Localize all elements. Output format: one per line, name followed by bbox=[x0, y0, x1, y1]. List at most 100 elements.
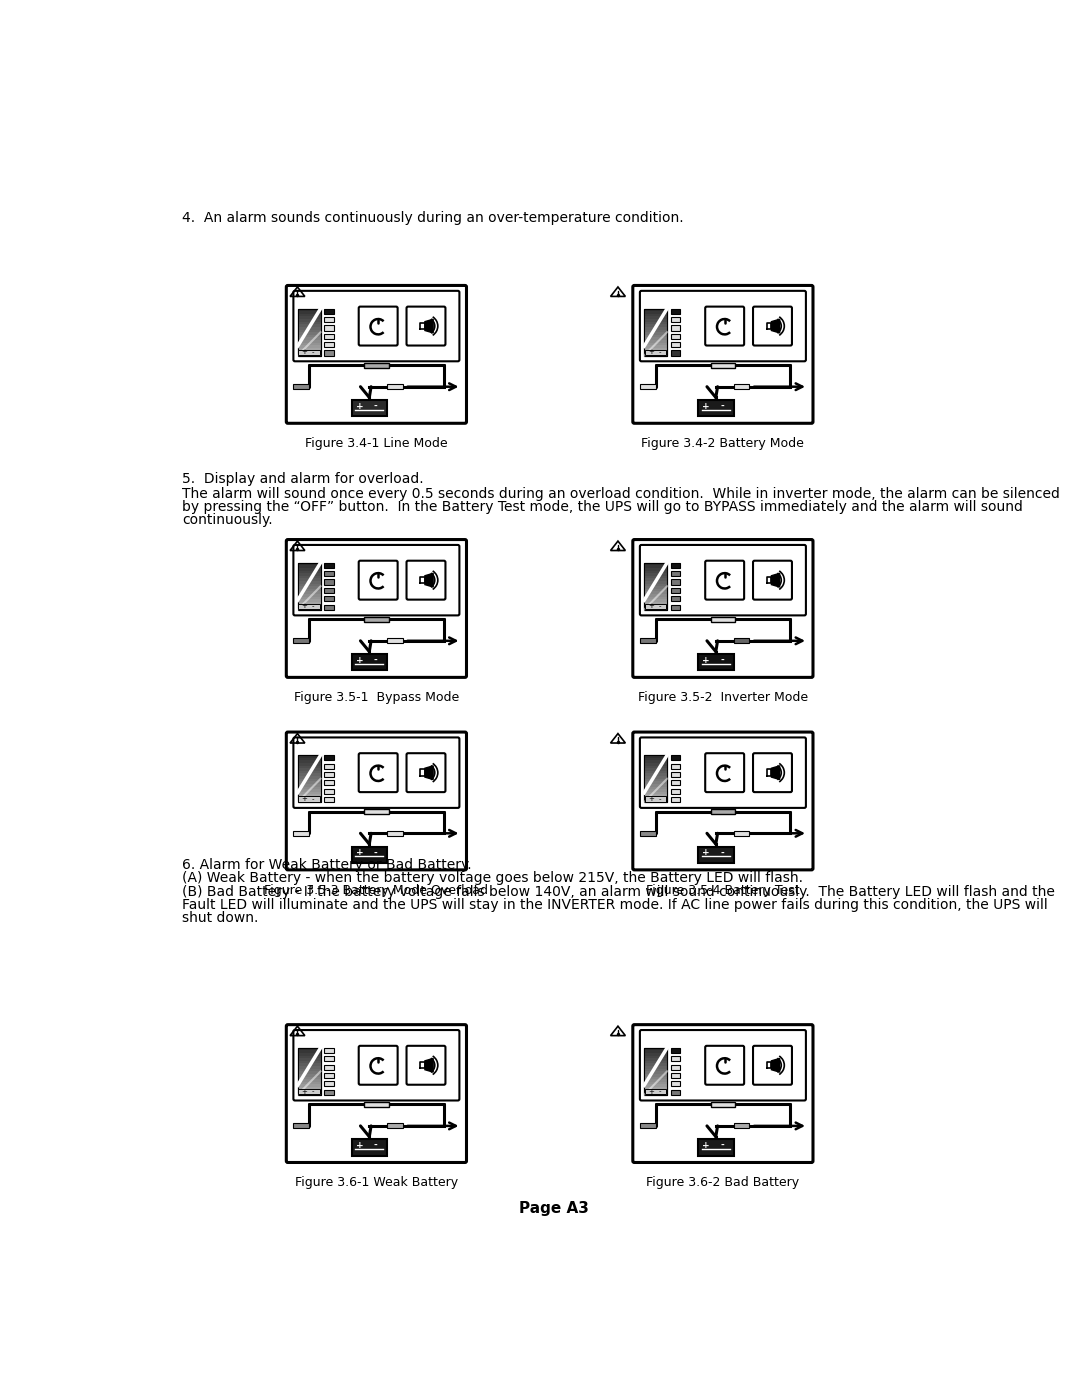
Bar bbox=[711, 617, 735, 622]
Text: Fault LED will illuminate and the UPS will stay in the INVERTER mode. If AC line: Fault LED will illuminate and the UPS wi… bbox=[183, 898, 1048, 912]
Bar bbox=[671, 1073, 680, 1078]
Bar bbox=[671, 605, 680, 609]
Text: -: - bbox=[312, 604, 314, 609]
FancyBboxPatch shape bbox=[359, 560, 397, 599]
Text: by pressing the “OFF” button.  In the Battery Test mode, the UPS will go to BYPA: by pressing the “OFF” button. In the Bat… bbox=[183, 500, 1023, 514]
Text: +: + bbox=[702, 1141, 710, 1150]
Bar bbox=[352, 1140, 387, 1155]
Polygon shape bbox=[424, 319, 433, 332]
Bar bbox=[733, 384, 750, 390]
Text: +: + bbox=[702, 848, 710, 858]
Bar bbox=[671, 580, 680, 584]
Bar bbox=[671, 317, 680, 323]
Text: Figure 3.4-2 Battery Mode: Figure 3.4-2 Battery Mode bbox=[642, 437, 805, 450]
Polygon shape bbox=[424, 766, 433, 780]
FancyBboxPatch shape bbox=[639, 1030, 806, 1101]
Bar bbox=[698, 847, 733, 863]
Bar bbox=[644, 756, 667, 802]
Bar bbox=[387, 384, 403, 390]
Text: Figure 3.5-2  Inverter Mode: Figure 3.5-2 Inverter Mode bbox=[638, 692, 808, 704]
Text: -: - bbox=[658, 1088, 661, 1094]
Bar bbox=[644, 1048, 667, 1095]
Bar bbox=[639, 1123, 656, 1129]
Bar bbox=[298, 563, 321, 610]
Text: -: - bbox=[720, 402, 724, 411]
Text: -: - bbox=[658, 796, 661, 802]
Bar bbox=[639, 831, 656, 835]
Bar bbox=[671, 1090, 680, 1095]
Bar bbox=[644, 309, 667, 356]
Text: 5.  Display and alarm for overload.: 5. Display and alarm for overload. bbox=[183, 472, 424, 486]
Bar bbox=[671, 1081, 680, 1087]
Bar bbox=[644, 563, 667, 610]
Bar bbox=[387, 1123, 403, 1129]
Bar bbox=[324, 334, 334, 339]
FancyBboxPatch shape bbox=[639, 291, 806, 362]
Bar bbox=[298, 1088, 320, 1094]
Bar bbox=[293, 384, 309, 390]
Bar bbox=[387, 638, 403, 644]
Bar bbox=[364, 809, 389, 814]
Bar bbox=[644, 756, 667, 802]
Bar bbox=[671, 571, 680, 576]
Polygon shape bbox=[424, 573, 433, 587]
Bar bbox=[644, 563, 667, 610]
Bar bbox=[671, 326, 680, 331]
Bar bbox=[644, 309, 667, 356]
FancyBboxPatch shape bbox=[359, 753, 397, 792]
Bar bbox=[324, 1090, 334, 1095]
Bar bbox=[324, 580, 334, 584]
Text: -: - bbox=[312, 796, 314, 802]
FancyBboxPatch shape bbox=[294, 738, 459, 807]
Bar bbox=[671, 789, 680, 793]
Bar bbox=[698, 400, 733, 416]
Text: Figure 3.6-2 Bad Battery: Figure 3.6-2 Bad Battery bbox=[646, 1176, 799, 1189]
Polygon shape bbox=[771, 573, 780, 587]
Text: continuously.: continuously. bbox=[183, 513, 273, 528]
Text: -: - bbox=[312, 1088, 314, 1094]
Bar bbox=[671, 773, 680, 777]
FancyBboxPatch shape bbox=[406, 1046, 445, 1084]
Bar bbox=[324, 563, 334, 569]
Bar bbox=[364, 617, 389, 622]
Bar bbox=[711, 1102, 735, 1106]
Text: -: - bbox=[720, 1141, 724, 1150]
FancyBboxPatch shape bbox=[359, 1046, 397, 1084]
FancyBboxPatch shape bbox=[359, 306, 397, 345]
Bar bbox=[293, 1123, 309, 1129]
Text: The alarm will sound once every 0.5 seconds during an overload condition.  While: The alarm will sound once every 0.5 seco… bbox=[183, 488, 1061, 502]
FancyBboxPatch shape bbox=[286, 285, 467, 423]
Text: (A) Weak Battery - when the battery voltage goes below 215V, the Battery LED wil: (A) Weak Battery - when the battery volt… bbox=[183, 872, 804, 886]
Text: +: + bbox=[648, 349, 653, 355]
Bar bbox=[324, 317, 334, 323]
Bar bbox=[293, 638, 309, 644]
FancyBboxPatch shape bbox=[406, 306, 445, 345]
Bar bbox=[324, 764, 334, 768]
Bar bbox=[298, 1048, 321, 1095]
Bar bbox=[324, 597, 334, 601]
Bar bbox=[324, 571, 334, 576]
FancyBboxPatch shape bbox=[294, 545, 459, 616]
Text: Figure 3.5-1  Bypass Mode: Figure 3.5-1 Bypass Mode bbox=[294, 692, 459, 704]
Bar bbox=[324, 342, 334, 348]
Bar bbox=[324, 1056, 334, 1062]
Polygon shape bbox=[424, 1059, 433, 1071]
Polygon shape bbox=[771, 766, 780, 780]
Bar bbox=[324, 756, 334, 760]
Bar bbox=[671, 764, 680, 768]
Bar bbox=[671, 781, 680, 785]
FancyBboxPatch shape bbox=[286, 732, 467, 870]
Bar bbox=[324, 351, 334, 356]
Bar bbox=[671, 597, 680, 601]
FancyBboxPatch shape bbox=[286, 539, 467, 678]
FancyBboxPatch shape bbox=[753, 560, 792, 599]
Bar bbox=[324, 1073, 334, 1078]
Bar bbox=[324, 773, 334, 777]
FancyBboxPatch shape bbox=[639, 545, 806, 616]
Text: +: + bbox=[301, 604, 308, 609]
Text: (B) Bad Battery - If the battery voltage falls below 140V, an alarm will sound c: (B) Bad Battery - If the battery voltage… bbox=[183, 884, 1055, 898]
Text: +: + bbox=[355, 402, 363, 411]
Text: -: - bbox=[658, 604, 661, 609]
Bar bbox=[324, 605, 334, 609]
Text: Figure 3.5-3 Battery Mode Overload: Figure 3.5-3 Battery Mode Overload bbox=[265, 884, 488, 897]
